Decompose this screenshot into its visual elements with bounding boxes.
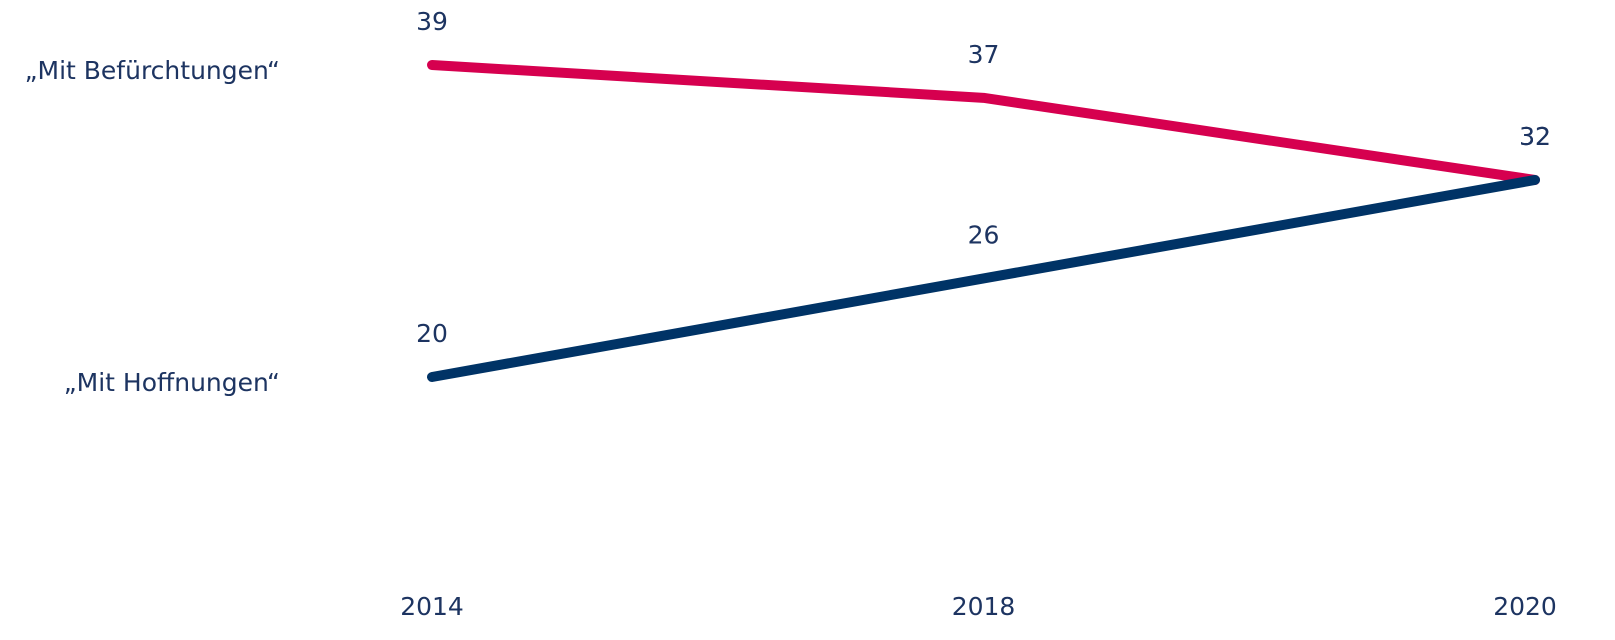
data-label: 39	[416, 7, 448, 36]
data-label: 37	[968, 40, 1000, 69]
series-label: „Mit Hoffnungen“	[64, 368, 280, 397]
data-label: 32	[1519, 122, 1551, 151]
data-label: 20	[416, 319, 448, 348]
x-tick-label: 2014	[400, 592, 464, 621]
series-line	[427, 60, 1540, 185]
series-line	[427, 174, 1540, 382]
x-tick-label: 2020	[1493, 592, 1557, 621]
data-label: 32	[1519, 122, 1551, 151]
series-label: „Mit Befürchtungen“	[25, 56, 280, 85]
x-tick-label: 2018	[952, 592, 1016, 621]
data-label: 26	[968, 220, 1000, 249]
